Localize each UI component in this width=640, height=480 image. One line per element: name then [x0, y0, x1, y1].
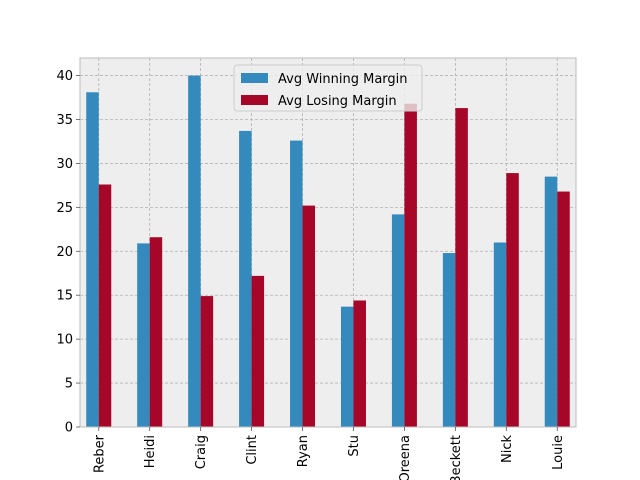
bar-winning — [442, 253, 456, 427]
bar-losing — [404, 103, 417, 427]
plot-frame — [79, 57, 577, 428]
bar-winning — [493, 242, 507, 427]
y-tick-label: 20 — [56, 245, 73, 260]
y-tick-label: 35 — [56, 113, 73, 128]
x-tick-label: Nick — [500, 435, 515, 463]
bar-losing — [455, 108, 468, 427]
x-tick-label: Louie — [551, 435, 566, 470]
bar-winning — [290, 140, 303, 428]
x-tick-label: Ryan — [296, 435, 311, 467]
y-tick-label: 15 — [56, 289, 73, 304]
bar-winning — [86, 92, 99, 427]
x-tick-label: Heidi — [143, 435, 158, 468]
x-tick-label: Stu — [347, 435, 362, 457]
y-tick-label: 25 — [56, 201, 73, 216]
x-tick-label: Craig — [194, 435, 209, 469]
x-tick-label: Beckett — [449, 435, 464, 480]
y-axis: 0 5 10 15 20 25 30 35 40 — [56, 69, 80, 436]
y-tick-label: 30 — [56, 157, 73, 172]
legend-swatch — [241, 95, 268, 105]
bar-winning — [391, 214, 405, 427]
legend-label: Avg Winning Margin — [278, 72, 408, 87]
y-tick-label: 40 — [56, 69, 73, 84]
x-tick-label: Reber — [92, 434, 107, 473]
bars — [86, 75, 570, 428]
bar-winning — [340, 306, 354, 427]
bar-winning — [239, 130, 252, 427]
bar-losing — [557, 191, 570, 427]
x-tick-label: Oreena — [398, 435, 413, 480]
bar-winning — [544, 176, 558, 427]
y-tick-label: 10 — [56, 333, 73, 348]
bar-winning — [188, 75, 201, 428]
bar-losing — [353, 300, 366, 427]
bar-losing — [98, 184, 112, 427]
legend: Avg Winning Margin Avg Losing Margin — [233, 64, 423, 112]
y-tick-label: 0 — [65, 421, 73, 436]
bar-winning — [137, 243, 150, 427]
bar-losing — [149, 237, 163, 427]
bar-losing — [506, 173, 519, 427]
legend-label: Avg Losing Margin — [278, 94, 397, 109]
legend-swatch — [241, 73, 268, 83]
bar-losing — [200, 296, 214, 427]
x-axis: Reber Heidi Craig Clint Ryan Stu Oreena Beckett… — [92, 427, 566, 480]
bar-losing — [251, 275, 265, 427]
y-tick-label: 5 — [65, 377, 73, 392]
x-tick-label: Clint — [245, 435, 260, 465]
bar-losing — [302, 205, 316, 427]
legend-box — [233, 64, 423, 112]
